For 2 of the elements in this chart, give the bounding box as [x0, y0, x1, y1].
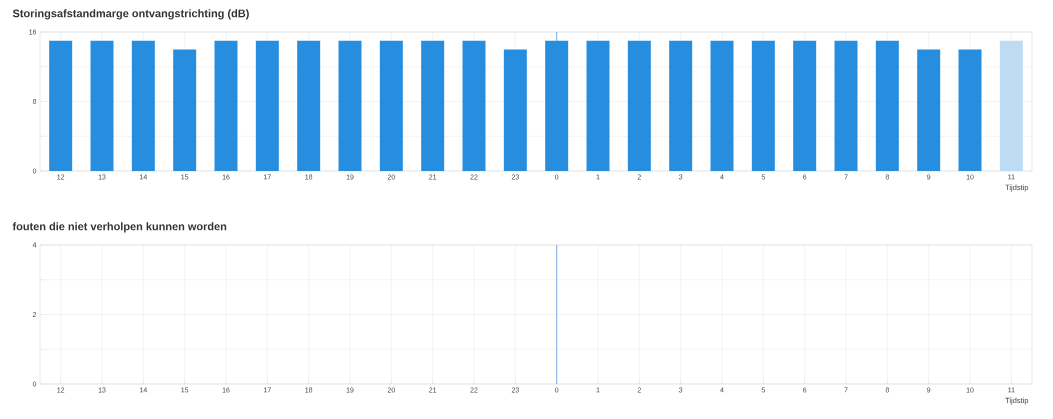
chart-title: Storingsafstandmarge ontvangstrichting (dB) — [12, 9, 249, 20]
chart-title: fouten die niet verholpen kunnen worden — [12, 222, 227, 233]
